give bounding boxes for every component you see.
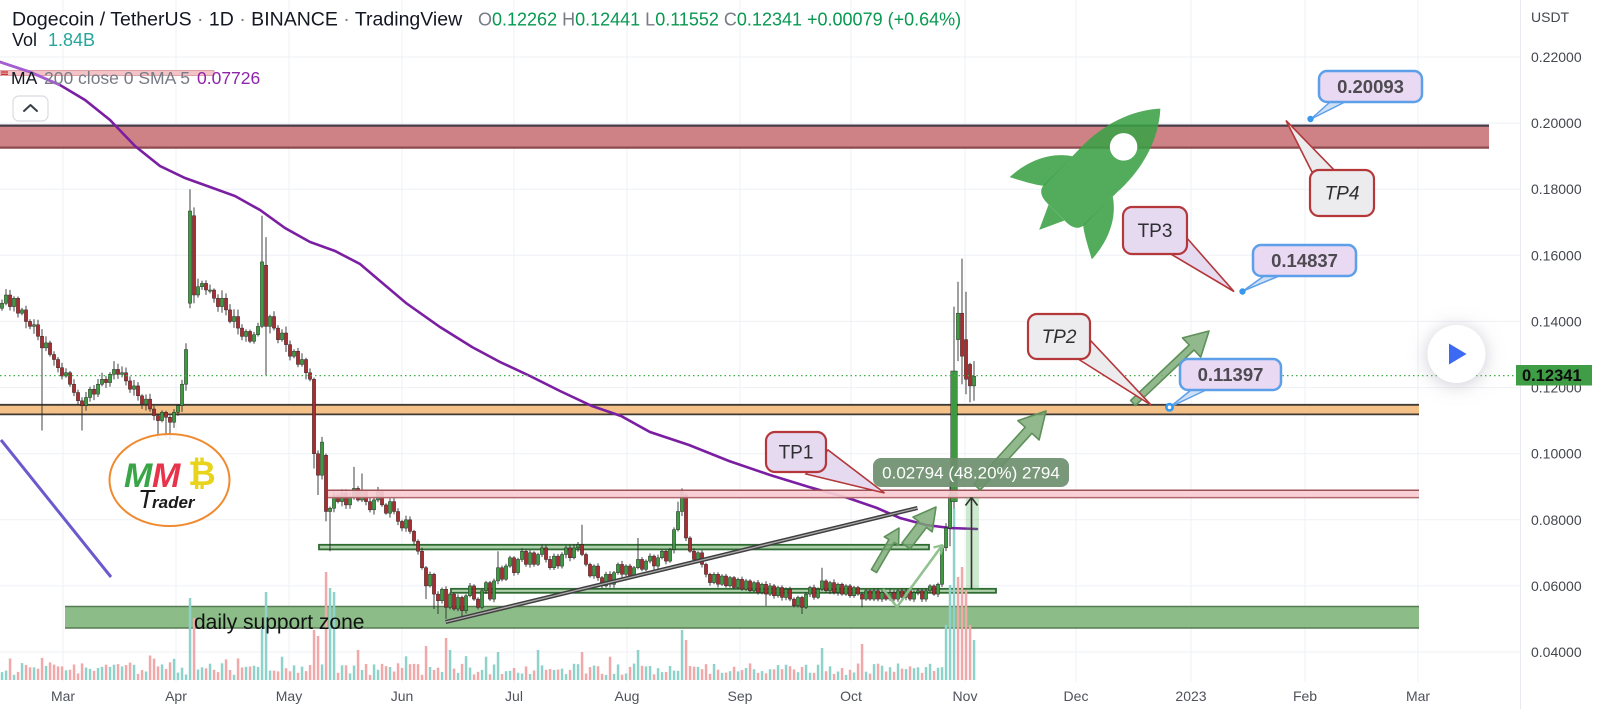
svg-text:0.20093: 0.20093 xyxy=(1337,76,1404,97)
svg-text:0.14837: 0.14837 xyxy=(1271,250,1338,271)
svg-text:1.84B: 1.84B xyxy=(48,30,95,50)
svg-text:USDT: USDT xyxy=(1531,9,1570,25)
svg-text:Jul: Jul xyxy=(505,688,523,704)
svg-text:₿: ₿ xyxy=(188,455,216,493)
svg-text:2023: 2023 xyxy=(1175,688,1206,704)
svg-text:0.10000: 0.10000 xyxy=(1531,446,1582,462)
svg-text:Sep: Sep xyxy=(728,688,753,704)
svg-text:0.14000: 0.14000 xyxy=(1531,313,1582,329)
svg-text:0.11397: 0.11397 xyxy=(1198,364,1264,385)
svg-text:0.22000: 0.22000 xyxy=(1531,49,1582,65)
svg-text:Feb: Feb xyxy=(1293,688,1317,704)
svg-text:TP1: TP1 xyxy=(779,443,814,464)
svg-text:TP4: TP4 xyxy=(1325,184,1360,205)
svg-text:0.12341: 0.12341 xyxy=(1522,367,1582,385)
svg-text:0.04000: 0.04000 xyxy=(1531,644,1582,660)
svg-text:Jun: Jun xyxy=(391,688,414,704)
svg-text:Oct: Oct xyxy=(840,688,862,704)
svg-text:May: May xyxy=(276,688,302,704)
svg-text:Apr: Apr xyxy=(165,688,187,704)
svg-text:Nov: Nov xyxy=(953,688,978,704)
svg-text:T: T xyxy=(138,484,156,514)
svg-text:M: M xyxy=(152,457,181,495)
svg-text:0.18000: 0.18000 xyxy=(1531,181,1582,197)
svg-text:Dogecoin / TetherUS · 1D · BIN: Dogecoin / TetherUS · 1D · BINANCE · Tra… xyxy=(12,9,463,31)
svg-text:0.16000: 0.16000 xyxy=(1531,247,1582,263)
svg-text:TP2: TP2 xyxy=(1042,327,1077,348)
svg-text:200 close 0 SMA 5: 200 close 0 SMA 5 xyxy=(44,68,190,88)
svg-text:Aug: Aug xyxy=(615,688,640,704)
svg-text:MA: MA xyxy=(11,68,38,88)
svg-text:rader: rader xyxy=(152,493,196,512)
svg-text:0.06000: 0.06000 xyxy=(1531,578,1582,594)
svg-text:0.07726: 0.07726 xyxy=(197,68,260,88)
svg-text:O0.12262 H0.12441 L0.11552 C0.: O0.12262 H0.12441 L0.11552 C0.12341 +0.0… xyxy=(478,10,961,30)
svg-text:Mar: Mar xyxy=(51,688,75,704)
svg-text:TP3: TP3 xyxy=(1138,221,1173,242)
svg-text:daily support zone: daily support zone xyxy=(194,611,364,634)
svg-text:0.20000: 0.20000 xyxy=(1531,115,1582,131)
svg-text:Mar: Mar xyxy=(1406,688,1430,704)
svg-text:0.08000: 0.08000 xyxy=(1531,512,1582,528)
svg-text:M: M xyxy=(124,457,153,495)
svg-text:0.02794 (48.20%) 2794: 0.02794 (48.20%) 2794 xyxy=(882,464,1060,483)
svg-text:Vol: Vol xyxy=(12,30,37,50)
svg-text:Dec: Dec xyxy=(1064,688,1089,704)
